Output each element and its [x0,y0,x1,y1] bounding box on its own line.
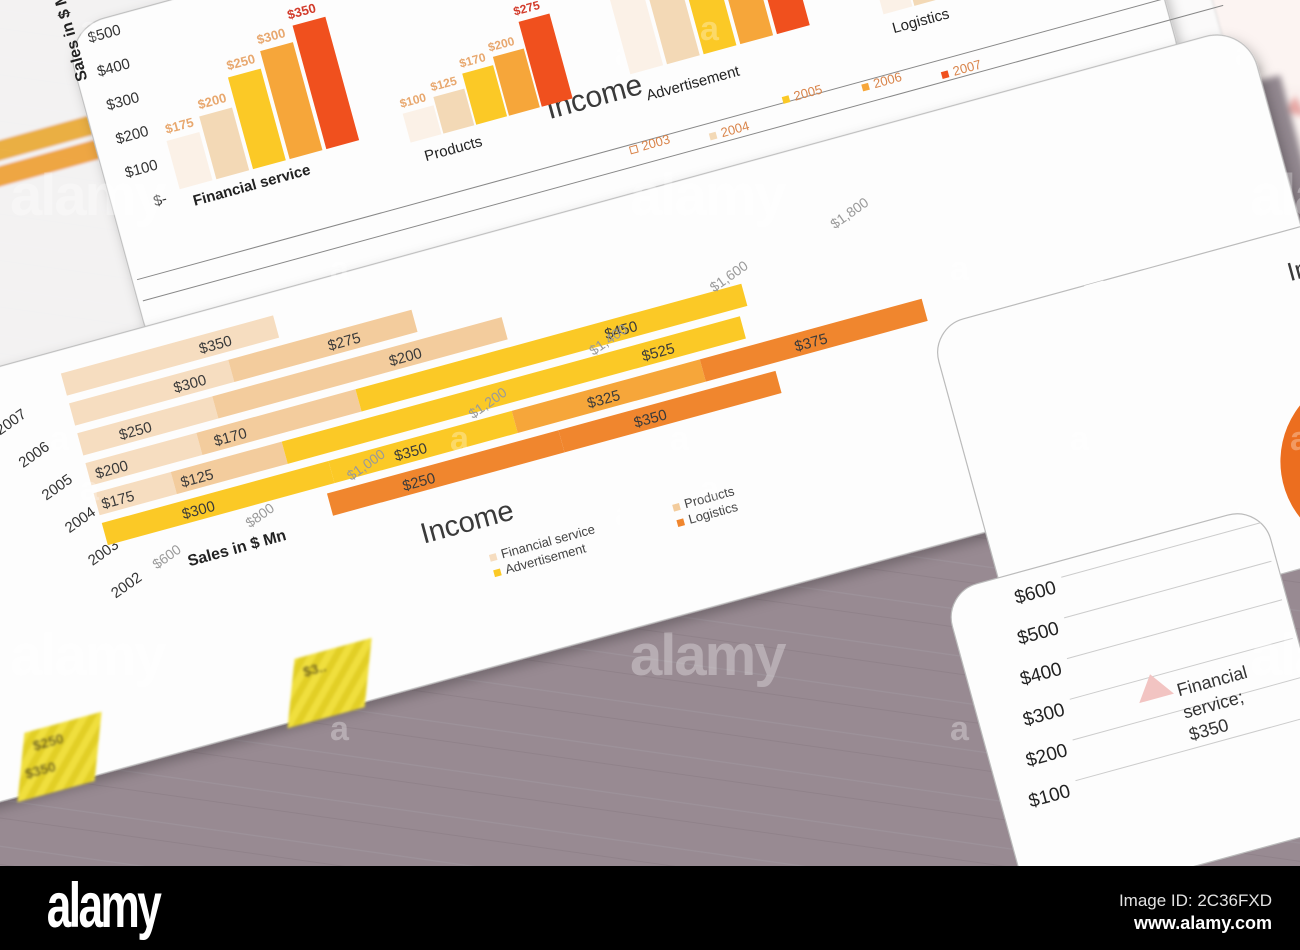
svg-text:alamy: alamy [47,870,163,941]
svg-text:www.alamy.com: www.alamy.com [1133,913,1272,933]
svg-text:Image ID: 2C36FXD: Image ID: 2C36FXD [1119,891,1272,910]
